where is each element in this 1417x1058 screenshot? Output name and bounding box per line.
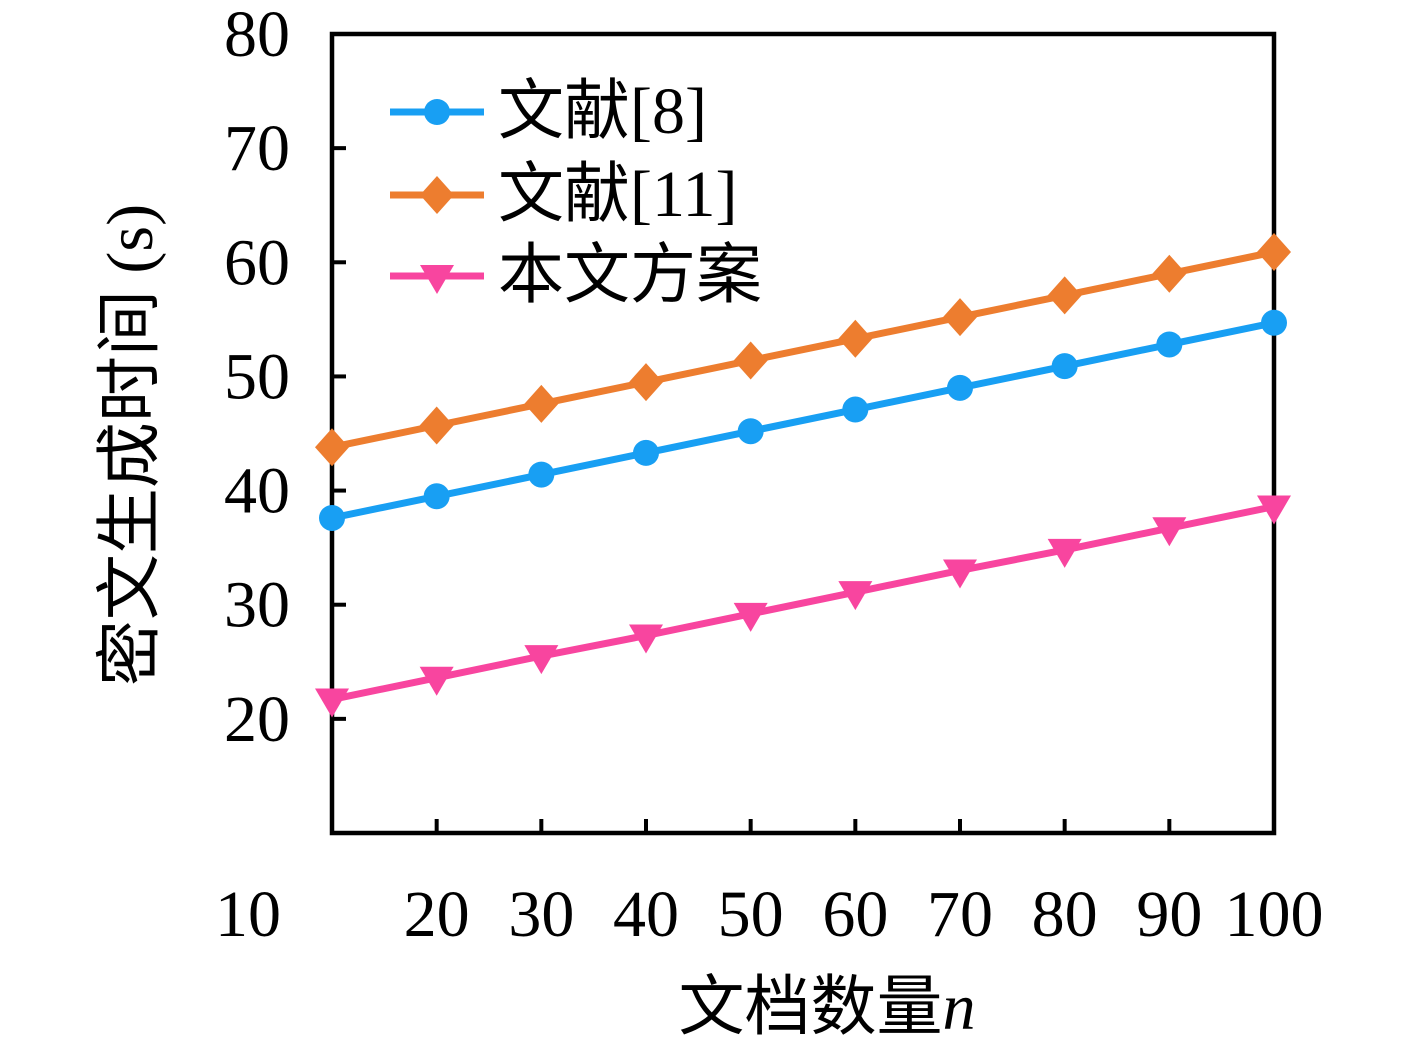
x-tick-label: 10 — [215, 878, 281, 951]
data-point-circle — [1156, 331, 1183, 358]
y-tick-label: 20 — [224, 683, 290, 756]
data-point-diamond — [1257, 233, 1291, 272]
x-tick-label: 40 — [613, 878, 679, 951]
x-tick-label: 90 — [1136, 878, 1202, 951]
y-tick-label: 80 — [224, 0, 290, 71]
data-point-triangle — [1152, 517, 1187, 547]
y-tick-label: 60 — [224, 226, 290, 299]
y-tick-label: 50 — [224, 340, 290, 413]
x-tick-label: 30 — [508, 878, 574, 951]
data-point-circle — [319, 504, 345, 531]
data-point-diamond — [315, 428, 349, 467]
plot-frame — [329, 31, 1277, 836]
legend-item-series-2: 本文方案 — [390, 236, 762, 316]
data-point-diamond — [838, 319, 873, 358]
x-tick-label: 20 — [404, 878, 470, 951]
data-point-triangle — [629, 624, 663, 654]
data-point-triangle — [524, 645, 559, 675]
data-point-diamond — [1152, 254, 1187, 293]
data-point-diamond — [629, 363, 663, 402]
x-axis-title: 文档数量n — [427, 975, 1227, 1041]
y-axis-title-text: 密文生成时间 (s) — [94, 203, 167, 687]
series-line — [328, 248, 1278, 451]
data-point-diamond — [524, 384, 559, 423]
x-tick-label: 50 — [718, 878, 784, 951]
data-point-triangle — [419, 666, 454, 696]
data-point-diamond — [943, 298, 977, 337]
data-point-triangle — [315, 688, 349, 718]
x-tick-label: 60 — [822, 878, 888, 951]
x-axis-title-text: 文档数量 — [678, 971, 943, 1044]
data-point-circle — [528, 461, 555, 488]
legend-item-series-1: 文献[11] — [390, 155, 738, 235]
x-tick-label: 80 — [1032, 878, 1098, 951]
y-tick-label: 30 — [224, 569, 290, 642]
data-point-triangle — [943, 559, 977, 589]
y-tick-label: 70 — [224, 112, 290, 185]
data-point-triangle — [1047, 538, 1082, 568]
data-point-triangle — [838, 581, 873, 611]
data-point-diamond — [419, 406, 454, 445]
x-axis-title-variable: n — [942, 971, 976, 1044]
data-point-triangle — [733, 602, 768, 632]
data-point-circle — [737, 418, 764, 445]
data-point-circle — [423, 483, 450, 510]
y-tick-label: 40 — [224, 455, 290, 528]
data-point-triangle — [420, 265, 454, 294]
series-line — [328, 319, 1278, 522]
legend-item-series-0: 文献[8] — [390, 72, 707, 152]
legend-marker-diamond-icon — [390, 176, 484, 214]
data-point-circle — [1261, 309, 1287, 336]
legend-label-series-2: 本文方案 — [498, 239, 762, 312]
data-point-circle — [424, 99, 450, 125]
data-point-diamond — [733, 341, 768, 380]
data-point-circle — [1051, 353, 1078, 380]
legend-marker-triangle-icon — [390, 265, 484, 294]
data-point-diamond — [420, 176, 454, 214]
legend-marker-circle-icon — [390, 99, 484, 125]
data-point-circle — [842, 396, 869, 423]
data-point-circle — [947, 374, 973, 401]
legend-label-series-0: 文献[8] — [498, 75, 707, 148]
data-point-diamond — [1047, 276, 1082, 315]
data-point-triangle — [1257, 495, 1291, 525]
data-point-circle — [633, 439, 659, 466]
x-tick-label: 100 — [1225, 878, 1324, 951]
legend-label-series-1: 文献[11] — [498, 158, 738, 231]
series-line — [328, 503, 1278, 703]
x-tick-label: 70 — [927, 878, 993, 951]
y-axis-title: 密文生成时间 (s) — [91, 45, 171, 845]
